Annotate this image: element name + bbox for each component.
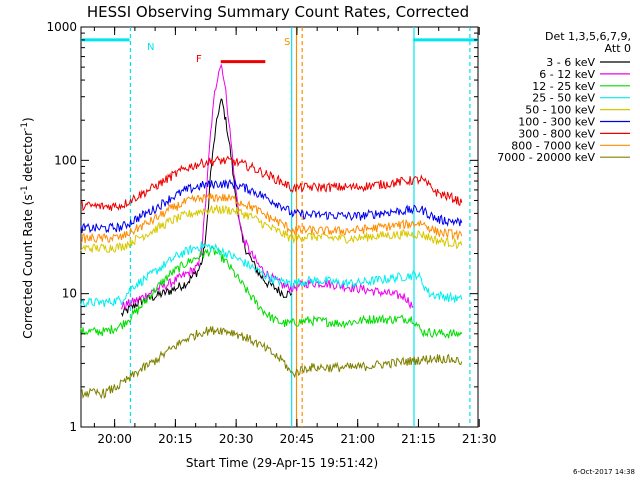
- x-axis-ticks: 20:00 20:15 20:30 20:45 21:00 21:15 21:30: [93, 27, 497, 446]
- series-line-1: [121, 63, 414, 311]
- series-line-4: [80, 204, 463, 253]
- legend-label-4: 50 - 100 keV: [525, 104, 595, 117]
- series-line-2: [80, 245, 463, 339]
- legend-label-5: 100 - 300 keV: [518, 116, 595, 129]
- data-series: [80, 63, 463, 400]
- y-tick-label-2: 100: [54, 153, 77, 167]
- legend-header-line-2: Att 0: [605, 42, 631, 55]
- chart-title: HESSI Observing Summary Count Rates, Cor…: [87, 3, 469, 21]
- legend-label-1: 6 - 12 keV: [539, 68, 595, 81]
- y-tick-label-3: 1000: [46, 20, 77, 34]
- marker-label-n: N: [147, 42, 154, 53]
- series-line-3: [80, 241, 463, 308]
- series-line-7: [80, 192, 463, 244]
- generation-timestamp: 6-Oct-2017 14:38: [573, 468, 635, 476]
- series-line-5: [80, 178, 463, 234]
- legend-label-7: 800 - 7000 keV: [511, 139, 595, 152]
- plot-frame: [80, 26, 479, 428]
- y-tick-label-0: 1: [69, 420, 77, 434]
- x-tick-label-2: 20:30: [219, 432, 254, 446]
- y-tick-label-1: 10: [62, 287, 77, 301]
- legend-label-8: 7000 - 20000 keV: [497, 151, 595, 164]
- legend-label-2: 12 - 25 keV: [532, 80, 595, 93]
- series-line-0: [121, 98, 293, 318]
- legend-label-0: 3 - 6 keV: [546, 56, 595, 69]
- x-tick-label-6: 21:30: [462, 432, 497, 446]
- marker-bars: [81, 38, 478, 64]
- legend-label-3: 25 - 50 keV: [532, 92, 595, 105]
- x-axis-label: Start Time (29-Apr-15 19:51:42): [186, 456, 378, 470]
- x-tick-label-0: 20:00: [97, 432, 132, 446]
- legend-label-6: 300 - 800 keV: [518, 127, 595, 140]
- legend-header-line-1: Det 1,3,5,6,7,9,: [545, 30, 631, 43]
- marker-label-f: F: [196, 54, 202, 65]
- marker-label-s: S: [284, 37, 290, 48]
- y-axis-ticks: 1 10 100 1000: [46, 20, 478, 434]
- x-tick-label-3: 20:45: [280, 432, 315, 446]
- x-tick-label-5: 21:15: [401, 432, 436, 446]
- x-tick-label-1: 20:15: [158, 432, 193, 446]
- series-line-6: [80, 155, 463, 212]
- x-tick-label-4: 21:00: [340, 432, 375, 446]
- series-line-8: [80, 326, 463, 400]
- y-axis-label: Corrected Count Rate (s-1 detector-1): [20, 117, 35, 338]
